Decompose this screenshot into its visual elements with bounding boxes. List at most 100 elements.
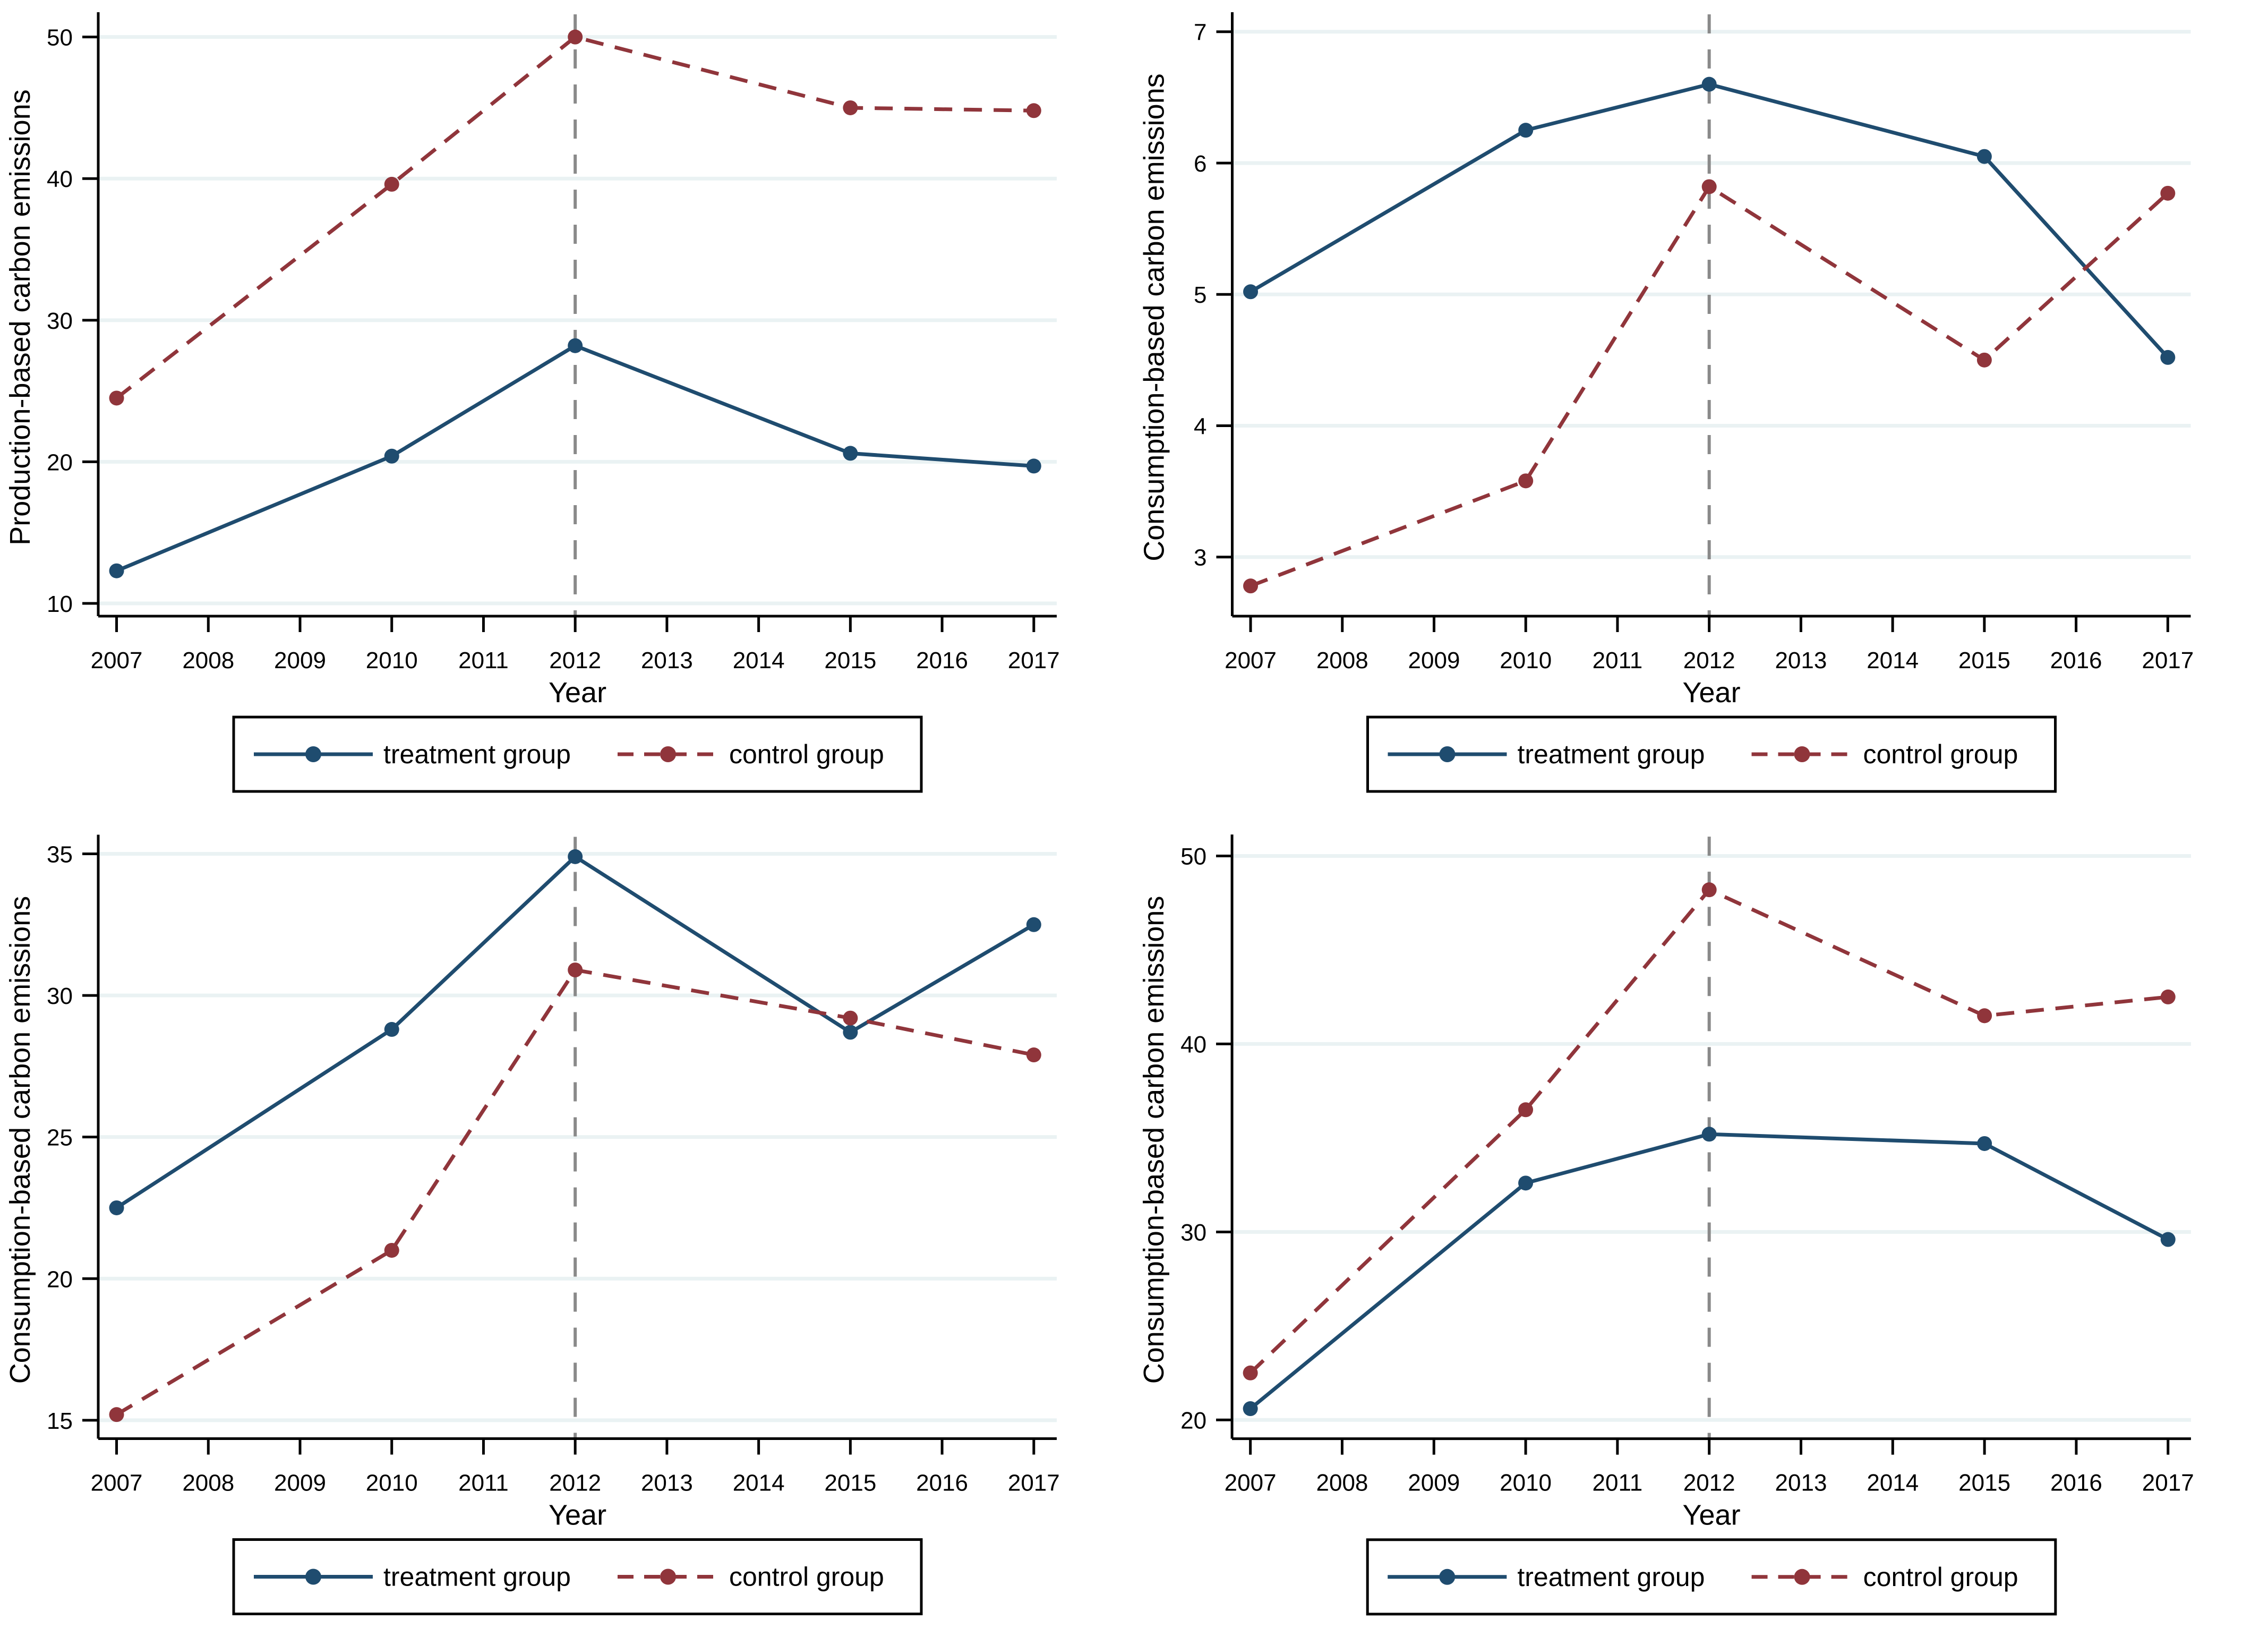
legend-treatment-marker (1439, 1569, 1456, 1585)
control-data-point (843, 100, 858, 115)
x-tick-label: 2007 (91, 1470, 143, 1496)
x-tick-label: 2012 (549, 1470, 601, 1496)
control-data-point (843, 1010, 858, 1026)
chart-cell-bottom-left: 15 20 25 30 35 2007 2008 2009 2010 2011 2012 2013 20… (0, 822, 1134, 1645)
x-axis-title: Year (549, 1499, 606, 1531)
treatment-data-point (568, 338, 583, 353)
legend-treatment-marker (1439, 746, 1456, 762)
treatment-data-point (1243, 284, 1259, 300)
y-axis-title: Consumption-based carbon emissions (4, 896, 36, 1384)
treatment-data-point (1701, 76, 1717, 92)
legend-control-marker (1794, 1569, 1810, 1585)
x-tick-label: 2011 (1593, 647, 1643, 674)
x-tick-label: 2013 (641, 647, 693, 674)
legend-control-label: control group (729, 739, 884, 769)
treatment-data-point (109, 1200, 124, 1215)
x-tick-label: 2017 (2142, 1470, 2194, 1496)
y-axis-title: Consumption-based carbon emissions (1139, 73, 1170, 561)
y-tick-label: 30 (47, 983, 73, 1009)
x-tick-label: 2012 (1683, 647, 1735, 674)
treatment-data-point (2160, 350, 2176, 365)
x-tick-label: 2007 (1225, 647, 1277, 674)
chart-cell-top-right: 3 4 5 6 7 2007 2008 2009 2010 2011 2012 2013 2014 201… (1134, 0, 2268, 822)
control-data-point (109, 1407, 124, 1422)
x-tick-label: 2017 (2142, 647, 2194, 674)
y-tick-label: 30 (47, 308, 73, 334)
x-tick-label: 2017 (1008, 647, 1060, 674)
x-tick-label: 2009 (1408, 1470, 1460, 1496)
control-data-point (1701, 882, 1717, 898)
legend-control-marker (660, 746, 676, 762)
treatment-data-point (843, 446, 858, 461)
legend-treatment-label: treatment group (1518, 739, 1705, 769)
control-data-point (1026, 103, 1041, 118)
control-series-line (115, 35, 1034, 400)
x-tick-label: 2016 (2050, 1470, 2102, 1496)
control-data-point (1976, 352, 1992, 368)
x-tick-label: 2008 (182, 647, 234, 674)
chart-bottom-right: 20 30 40 50 2007 2008 2009 2010 2011 2012 2013 2014… (1134, 822, 2268, 1645)
x-axis-title: Year (549, 677, 606, 709)
y-tick-label: 15 (47, 1408, 73, 1434)
treatment-data-point (1701, 1127, 1717, 1142)
x-tick-label: 2008 (1316, 1470, 1368, 1496)
chart-top-right: 3 4 5 6 7 2007 2008 2009 2010 2011 2012 2013 2014 201… (1134, 0, 2268, 822)
y-tick-label: 20 (1180, 1408, 1206, 1434)
legend-control-marker (660, 1569, 676, 1585)
x-tick-label: 2014 (1867, 647, 1919, 674)
control-series-line (1249, 184, 2169, 588)
x-tick-label: 2009 (274, 1470, 326, 1496)
treatment-data-point (1976, 149, 1992, 164)
legend-box (1366, 715, 2057, 793)
x-axis-title: Year (1682, 677, 1740, 709)
treatment-data-point (1518, 123, 1534, 138)
control-data-point (568, 29, 583, 45)
treatment-data-point (384, 1022, 399, 1037)
x-tick-label: 2008 (182, 1470, 234, 1496)
y-tick-label: 50 (1180, 843, 1206, 870)
control-data-point (109, 390, 124, 406)
control-data-point (384, 1242, 399, 1258)
y-tick-label: 10 (47, 591, 73, 617)
x-tick-label: 2009 (274, 647, 326, 674)
legend-control-marker (1794, 746, 1810, 762)
control-data-point (1026, 1047, 1041, 1063)
legend-control-label: control group (1863, 739, 2018, 769)
x-tick-label: 2007 (1225, 1470, 1277, 1496)
treatment-data-point (1026, 917, 1041, 932)
control-data-point (1243, 578, 1259, 594)
control-data-point (1243, 1365, 1258, 1380)
treatment-data-point (1026, 458, 1041, 474)
y-tick-label: 40 (47, 166, 73, 192)
legend-treatment-label: treatment group (383, 739, 571, 769)
y-tick-label: 6 (1194, 151, 1206, 177)
y-axis-title: Production-based carbon emissions (4, 89, 36, 545)
x-tick-label: 2011 (458, 1470, 509, 1496)
x-tick-label: 2008 (1316, 647, 1368, 674)
x-tick-label: 2009 (1408, 647, 1460, 674)
treatment-data-point (1977, 1136, 1992, 1152)
y-tick-label: 40 (1180, 1032, 1206, 1058)
y-tick-label: 20 (47, 449, 73, 475)
treatment-data-point (1518, 1175, 1534, 1191)
x-tick-label: 2011 (458, 647, 509, 674)
y-tick-label: 4 (1194, 413, 1206, 439)
control-data-point (384, 176, 399, 192)
y-axis-title: Consumption-based carbon emissions (1138, 896, 1170, 1384)
legend-control-label: control group (729, 1562, 884, 1592)
x-tick-label: 2014 (733, 1470, 785, 1496)
y-tick-label: 50 (47, 25, 73, 51)
treatment-data-point (843, 1025, 858, 1040)
chart-bottom-left: 15 20 25 30 35 2007 2008 2009 2010 2011 2012 2013 20… (0, 822, 1134, 1645)
x-tick-label: 2013 (1775, 647, 1827, 674)
treatment-data-point (1243, 1401, 1258, 1417)
x-tick-label: 2014 (733, 647, 785, 674)
y-tick-label: 35 (47, 841, 73, 867)
control-data-point (1701, 179, 1717, 194)
x-tick-label: 2016 (2050, 647, 2102, 674)
control-data-point (1518, 473, 1534, 489)
x-tick-label: 2010 (1500, 1470, 1552, 1496)
x-tick-label: 2011 (1593, 1470, 1643, 1496)
legend-treatment-marker (305, 746, 321, 762)
x-tick-label: 2014 (1867, 1470, 1919, 1496)
